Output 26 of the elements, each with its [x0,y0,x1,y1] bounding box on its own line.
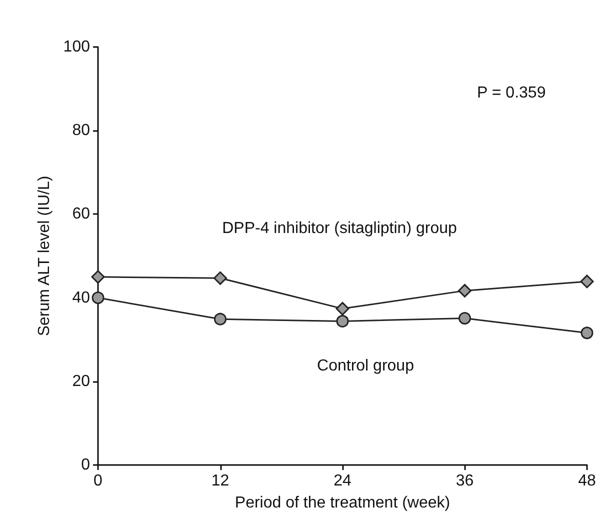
y-tick-label: 80 [72,122,90,140]
y-axis-title: Serum ALT level (IU/L) [36,176,53,336]
y-tick-label: 40 [72,289,90,306]
point [580,274,594,288]
x-tick-label: 0 [94,472,103,490]
point [458,312,471,325]
point [580,326,594,340]
annotation: P = 0.359 [477,84,546,102]
x-tick-label: 36 [456,472,474,490]
point [92,292,104,304]
x-tick-label: 12 [211,472,230,490]
point [458,284,472,298]
point [214,271,227,285]
y-tick-label: 20 [72,372,90,390]
point [214,312,226,326]
y-tick-label: 60 [72,206,90,223]
text: DPP-4 inhibitor (sitagliptin) group [222,220,457,238]
x-axis-title: Period of the treatment (week) [234,494,450,512]
text: Control group [317,358,414,375]
y-tick-label: 0 [81,456,90,474]
x-tick-label: 48 [578,472,596,490]
point [336,314,349,328]
point [91,270,105,284]
y-tick-label: 100 [63,38,90,56]
x-tick-label: 24 [334,472,352,490]
point [336,302,350,316]
